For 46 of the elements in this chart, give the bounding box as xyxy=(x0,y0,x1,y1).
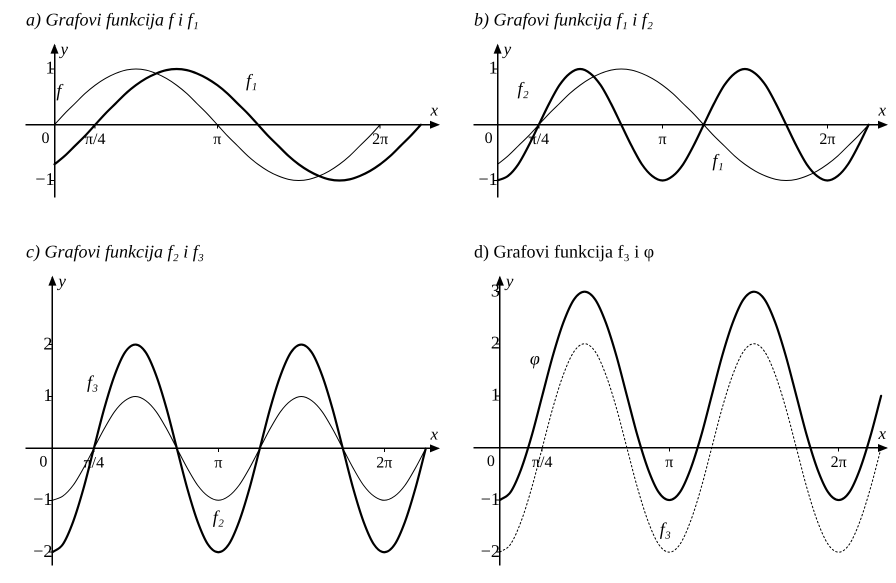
y-tick-label: 1 xyxy=(43,385,52,406)
x-tick-label: 2π xyxy=(819,130,836,148)
y-tick-label: 2 xyxy=(43,333,52,354)
x-tick-label: π xyxy=(213,130,222,148)
x-tick-label: 0 xyxy=(39,454,48,471)
x-axis-title: x xyxy=(429,424,438,444)
x-tick-label: π xyxy=(658,130,667,148)
y-tick-label: −2 xyxy=(480,540,500,561)
y-tick-label: 1 xyxy=(488,58,498,78)
y-axis-title: y xyxy=(502,40,512,59)
y-axis-title: y xyxy=(58,40,69,59)
chart-title: b) Grafovi funkcija f₁ i f₂ xyxy=(474,10,653,30)
y-tick-label: −1 xyxy=(35,169,55,190)
series-label: f₁ xyxy=(712,150,724,171)
series-label: f₂ xyxy=(212,507,224,528)
series-label: f₃ xyxy=(660,518,671,539)
series-label: f₂ xyxy=(518,78,529,98)
y-tick-label: 1 xyxy=(46,58,55,78)
x-tick-label: π/4 xyxy=(84,130,106,148)
series-label: f xyxy=(56,80,64,100)
y-tick-label: −1 xyxy=(33,489,52,510)
y-axis-title: y xyxy=(56,272,66,291)
x-tick-label: 2π xyxy=(830,454,847,472)
x-tick-label: 0 xyxy=(484,130,493,147)
x-tick-label: 0 xyxy=(42,130,50,147)
y-tick-label: −1 xyxy=(478,169,498,190)
y-tick-label: −1 xyxy=(480,488,500,509)
y-axis-title: y xyxy=(504,272,514,291)
series-label: φ xyxy=(530,348,540,368)
chart-title: a) Grafovi funkcija f i f₁ xyxy=(26,10,199,30)
x-axis-title: x xyxy=(429,100,438,120)
chart-title: d) Grafovi funkcija f₃ i φ xyxy=(474,242,654,262)
y-tick-label: 2 xyxy=(490,332,500,353)
y-tick-label: −2 xyxy=(33,540,52,561)
x-tick-label: 2π xyxy=(372,130,388,148)
x-tick-label: π xyxy=(214,454,222,472)
x-tick-label: π xyxy=(665,454,674,472)
series-label: f₁ xyxy=(246,70,258,90)
x-axis-title: x xyxy=(877,424,886,443)
x-tick-label: 0 xyxy=(486,453,495,470)
x-tick-label: π/4 xyxy=(532,454,552,472)
x-axis-title: x xyxy=(877,100,886,120)
series-label: f₃ xyxy=(87,372,98,392)
x-tick-label: 2π xyxy=(376,454,392,472)
chart-title: c) Grafovi funkcija f₂ i f₃ xyxy=(26,242,204,262)
y-tick-label: 1 xyxy=(490,384,500,405)
